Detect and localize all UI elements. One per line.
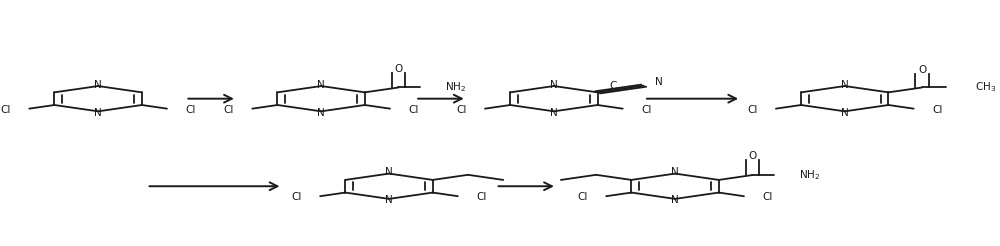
Text: N: N: [671, 167, 679, 177]
Text: NH$_2$: NH$_2$: [445, 81, 466, 94]
Text: NH$_2$: NH$_2$: [799, 168, 820, 182]
Text: N: N: [671, 195, 679, 205]
Text: N: N: [317, 108, 325, 118]
Text: Cl: Cl: [476, 192, 487, 202]
Text: Cl: Cl: [408, 105, 419, 115]
Text: N: N: [94, 108, 102, 118]
Text: N: N: [550, 80, 558, 90]
Text: Cl: Cl: [456, 105, 467, 115]
Text: Cl: Cl: [185, 105, 196, 115]
Text: N: N: [655, 77, 663, 87]
Text: N: N: [550, 108, 558, 118]
Text: Cl: Cl: [641, 105, 652, 115]
Text: N: N: [385, 167, 393, 177]
Text: Cl: Cl: [291, 192, 302, 202]
Text: Cl: Cl: [762, 192, 773, 202]
Text: Cl: Cl: [577, 192, 588, 202]
Text: O: O: [748, 151, 756, 161]
Text: Cl: Cl: [223, 105, 234, 115]
Text: O: O: [918, 65, 926, 75]
Text: O: O: [394, 63, 403, 74]
Text: N: N: [841, 108, 849, 118]
Text: N: N: [841, 80, 849, 90]
Text: N: N: [385, 195, 393, 205]
Text: Cl: Cl: [932, 105, 943, 115]
Text: Cl: Cl: [747, 105, 757, 115]
Text: N: N: [317, 80, 325, 90]
Text: C: C: [609, 81, 616, 91]
Text: CH$_3$: CH$_3$: [975, 81, 997, 94]
Text: N: N: [94, 80, 102, 90]
Text: Cl: Cl: [0, 105, 11, 115]
